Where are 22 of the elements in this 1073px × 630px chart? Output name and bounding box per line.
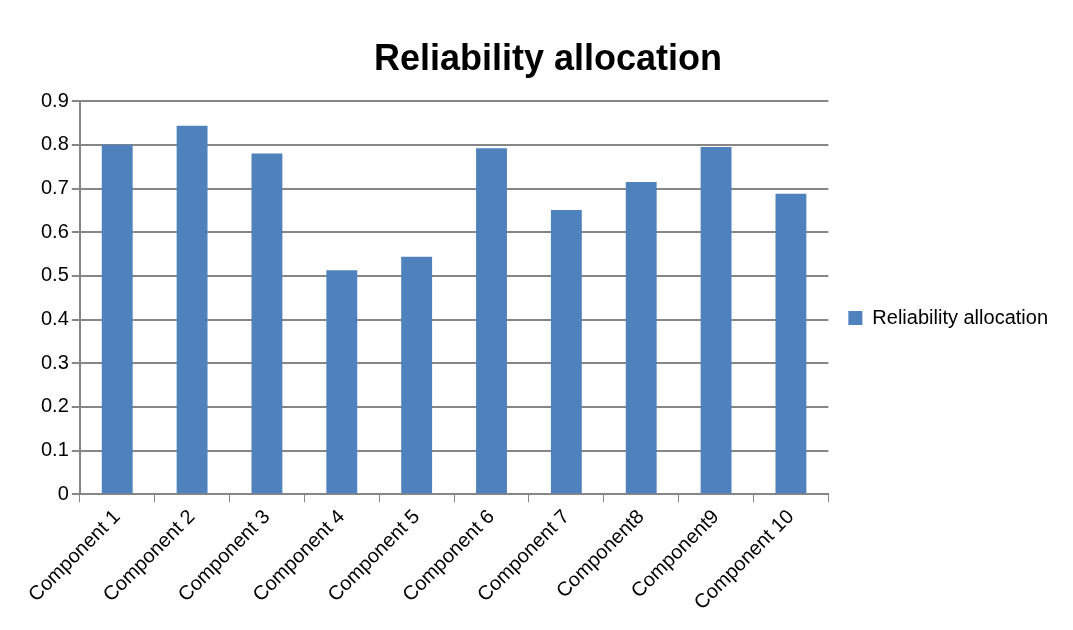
bar [401, 256, 433, 494]
y-tick-label: 0.6 [40, 219, 69, 242]
bar [476, 148, 507, 494]
y-tick-label: 0.4 [40, 307, 69, 330]
bar [101, 144, 133, 494]
y-tick-label: 0.5 [40, 263, 69, 286]
bar [251, 153, 283, 494]
bar [700, 147, 732, 494]
y-tick-label: 0 [57, 481, 69, 504]
y-tick-label: 0.2 [40, 394, 69, 417]
bar [176, 125, 208, 494]
chart-title: Reliability allocation [373, 36, 723, 78]
y-tick-label: 0.1 [40, 438, 69, 461]
y-tick-label: 0.9 [40, 88, 69, 111]
y-tick-label: 0.7 [40, 176, 69, 199]
y-tick-label: 0.3 [40, 350, 69, 373]
bar [775, 193, 807, 494]
bar [326, 270, 358, 494]
bar [550, 209, 582, 494]
legend-label: Reliability allocation [872, 305, 1049, 328]
y-tick-label: 0.8 [40, 132, 69, 155]
bar [625, 182, 657, 494]
